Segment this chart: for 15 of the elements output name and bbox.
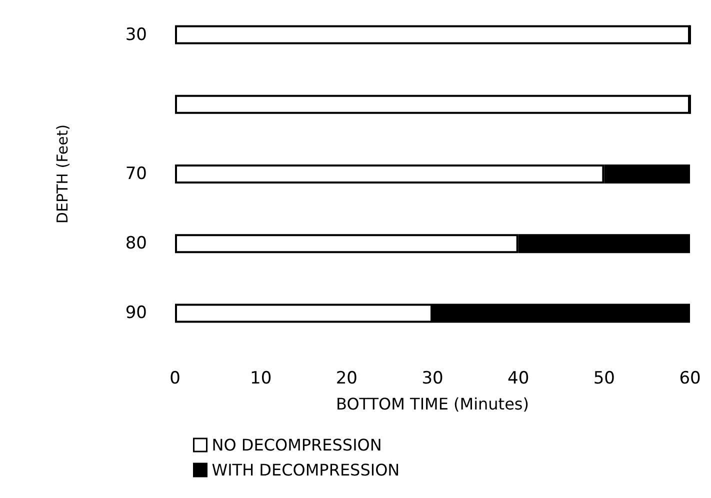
x-tick-label: 30 <box>422 368 444 388</box>
x-tick-label: 10 <box>250 368 272 388</box>
x-tick-label: 60 <box>679 368 701 388</box>
y-axis-title: DEPTH (Feet) <box>54 124 72 224</box>
y-tick-label: 90 <box>125 303 147 324</box>
x-tick-label: 20 <box>336 368 358 388</box>
x-axis-title: BOTTOM TIME (Minutes) <box>336 394 529 414</box>
y-tick-label: 80 <box>125 234 147 254</box>
x-tick-label: 50 <box>593 368 615 388</box>
x-tick-label: 40 <box>508 368 530 388</box>
legend-label: NO DECOMPRESSION <box>212 436 382 454</box>
y-tick-label: 30 <box>125 24 147 45</box>
legend-label: WITH DECOMPRESSION <box>212 460 400 480</box>
y-tick-label: 70 <box>125 164 147 184</box>
x-tick-label: 0 <box>170 368 180 388</box>
